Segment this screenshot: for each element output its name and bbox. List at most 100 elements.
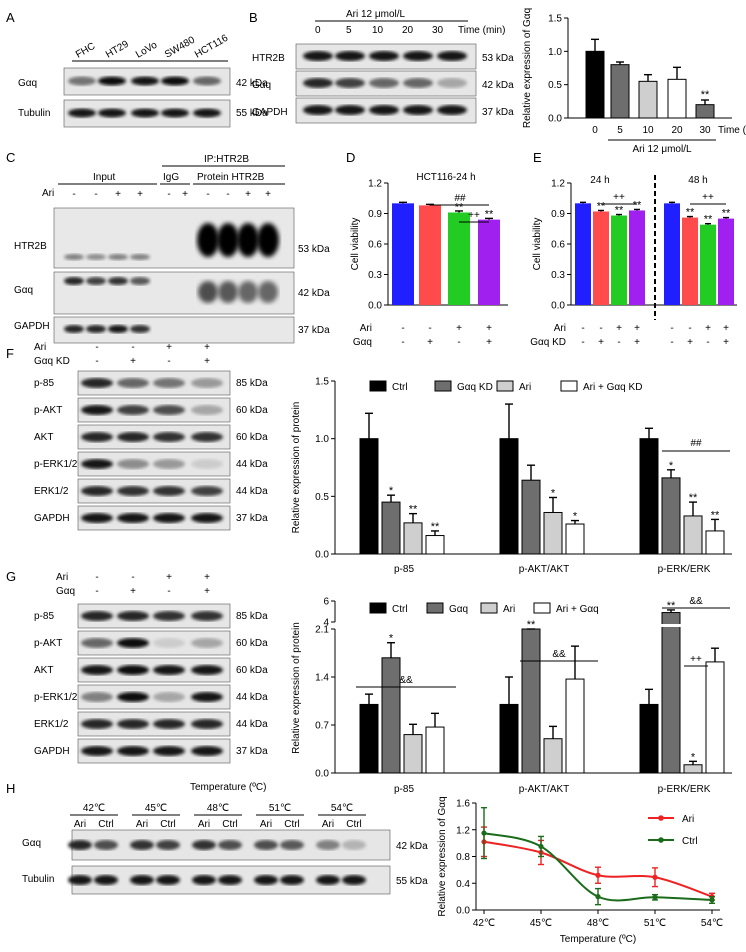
- row-label: GAPDH: [14, 321, 50, 332]
- bar: [593, 211, 609, 305]
- y-tick-label: 0.0: [315, 550, 329, 561]
- blot-band: [342, 875, 366, 885]
- x-tick-label: p-85: [394, 564, 414, 575]
- blot-band: [191, 405, 223, 415]
- y-tick-label: 0.7: [315, 721, 329, 732]
- row-label: Gαq: [14, 285, 33, 296]
- significance-mark: **: [431, 521, 440, 533]
- panel-letter-a: A: [6, 10, 15, 25]
- lane-label: HCT116: [193, 33, 230, 61]
- panel-letter-d: D: [346, 150, 355, 165]
- blot-band: [130, 875, 154, 885]
- sign-mark: +: [723, 323, 729, 334]
- y-tick-label: 1.4: [315, 673, 329, 684]
- blot-band: [191, 746, 223, 756]
- bar: [419, 205, 441, 305]
- sign-mark: -: [167, 189, 170, 200]
- lane-label: FHC: [74, 41, 97, 61]
- y-tick-label: 0.8: [456, 852, 470, 863]
- blot-band: [64, 277, 84, 285]
- blot-band: [316, 840, 340, 850]
- row-label: GAPDH: [34, 746, 70, 757]
- blot-band: [86, 325, 106, 333]
- y-tick-label: 1.2: [368, 179, 382, 190]
- cond-label: Ari: [34, 342, 46, 353]
- row-label: AKT: [34, 665, 53, 676]
- panel-letter-g: G: [6, 569, 16, 584]
- y-tick-label: 0.0: [548, 114, 562, 125]
- sign-mark: -: [581, 323, 584, 334]
- kda-label: 37 kDa: [482, 107, 514, 118]
- data-point: [481, 830, 487, 836]
- lane-label: Ctrl: [222, 819, 238, 830]
- group-label: IgG: [163, 172, 179, 183]
- kda-label: 60 kDa: [236, 665, 268, 676]
- x-tick-label: 45℃: [530, 918, 552, 929]
- significance-mark: **: [409, 504, 418, 516]
- y-tick-label: 0.6: [368, 240, 382, 251]
- bar: [585, 50, 605, 119]
- sign-mark: -: [131, 342, 134, 353]
- sign-mark: +: [486, 323, 492, 334]
- legend-swatch: [560, 380, 578, 392]
- chart-e-bar: 0.0 0.3 0.6 0.9 1.2 Cell viability 24 h 48 h - - *…: [530, 175, 737, 348]
- row-label: HTR2B: [14, 241, 47, 252]
- significance-mark: **: [711, 509, 720, 521]
- row-label: Gαq: [252, 80, 271, 91]
- blot-band: [81, 692, 113, 702]
- sign-mark: +: [204, 356, 210, 367]
- significance-mark: *: [691, 751, 696, 763]
- bar: [543, 511, 563, 555]
- significance-mark: **: [615, 205, 624, 217]
- row-label: AKT: [34, 432, 53, 443]
- kda-label: 42 kDa: [236, 78, 268, 89]
- bar: [478, 219, 500, 305]
- sign-mark: -: [94, 189, 97, 200]
- blot-band: [335, 51, 365, 61]
- significance-mark: **: [704, 214, 713, 226]
- temperature-title: Temperature (ºC): [190, 782, 266, 793]
- x-tick-label: p-AKT/AKT: [519, 784, 570, 795]
- row-label: GAPDH: [252, 107, 288, 118]
- x-tick-label: p-85: [394, 784, 414, 795]
- kda-label: 44 kDa: [236, 719, 268, 730]
- lane-label: Ari: [74, 819, 86, 830]
- legend-marker: [658, 815, 664, 821]
- sign-mark: +: [204, 586, 210, 597]
- row-label: p-ERK1/2: [34, 459, 78, 470]
- x-tick-label: 54℃: [701, 918, 723, 929]
- sign-mark: -: [167, 586, 170, 597]
- bracket-label: ##: [690, 438, 702, 449]
- lane-label: 5: [346, 25, 352, 36]
- kda-label: 42 kDa: [396, 841, 428, 852]
- blot-band: [81, 378, 113, 388]
- y-tick-label: 0.0: [456, 906, 470, 917]
- blot-band: [153, 638, 185, 648]
- blot-rows: p-85 85 kDa p-AKT 60 kDa AKT 60 kDa p-ERK1/2 44…: [34, 603, 268, 764]
- kda-label: 55 kDa: [236, 108, 268, 119]
- bar: [521, 628, 541, 774]
- blot-band: [153, 665, 185, 675]
- significance-mark: **: [701, 89, 710, 101]
- blot-band: [153, 611, 185, 621]
- kda-label: 60 kDa: [236, 405, 268, 416]
- y-tick-label: 1.0: [315, 434, 329, 445]
- blot-band: [303, 105, 333, 115]
- legend-label: Ari: [503, 604, 515, 615]
- sign-mark: -: [95, 356, 98, 367]
- blot-band: [130, 325, 150, 333]
- blot-band: [303, 78, 333, 88]
- row-label: p-AKT: [34, 405, 62, 416]
- lane-label: Ctrl: [346, 819, 362, 830]
- blot-band: [117, 692, 149, 702]
- bar: [359, 703, 379, 774]
- bar: [381, 501, 401, 555]
- lane-label: Ari: [322, 819, 334, 830]
- y-axis-title: Cell viability: [350, 218, 361, 271]
- row-label: Tubulin: [22, 874, 54, 885]
- significance-mark: **: [597, 200, 606, 212]
- blot-band: [217, 223, 239, 257]
- significance-mark: *: [669, 460, 674, 472]
- legend-label: Ctrl: [682, 836, 698, 847]
- y-tick-label: 1.2: [456, 825, 470, 836]
